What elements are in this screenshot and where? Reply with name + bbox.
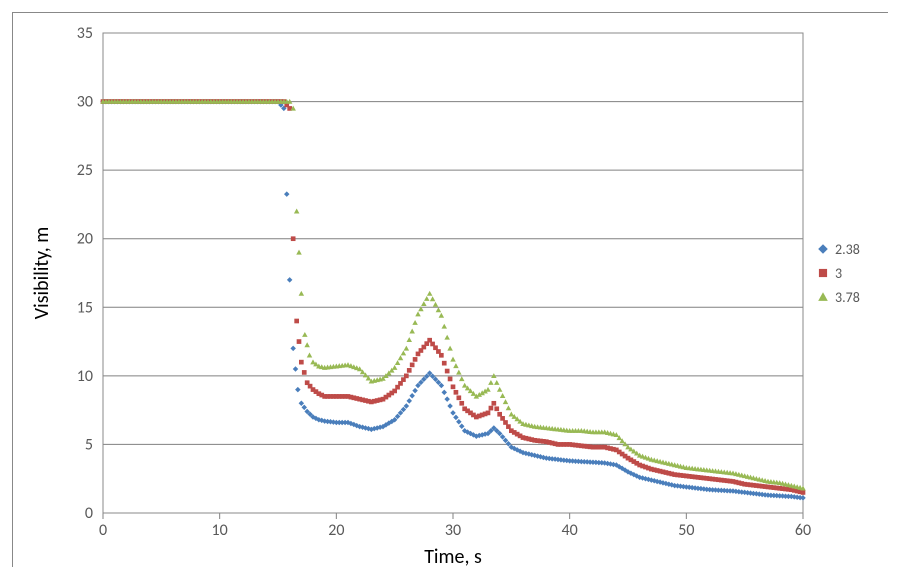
- svg-text:10: 10: [212, 521, 228, 540]
- svg-text:30: 30: [445, 521, 461, 540]
- visibility-chart: 0 5 10 15 20 25 30 35 0 10 20 30 40 50 60 Time, s Visibi…: [13, 13, 889, 568]
- svg-text:25: 25: [77, 161, 93, 180]
- svg-text:20: 20: [328, 521, 344, 540]
- svg-text:60: 60: [795, 521, 811, 540]
- svg-text:40: 40: [562, 521, 578, 540]
- svg-text:15: 15: [77, 298, 93, 317]
- chart-container: 0 5 10 15 20 25 30 35 0 10 20 30 40 50 60 Time, s Visibi…: [12, 12, 888, 567]
- svg-text:Time, s: Time, s: [424, 545, 482, 568]
- svg-text:5: 5: [85, 435, 93, 454]
- svg-text:Visibility, m: Visibility, m: [30, 227, 54, 319]
- svg-text:30: 30: [77, 93, 93, 112]
- svg-text:10: 10: [77, 367, 93, 386]
- svg-text:35: 35: [77, 24, 93, 43]
- svg-text:0: 0: [85, 504, 93, 523]
- svg-text:20: 20: [77, 230, 93, 249]
- legend-label: 3: [835, 265, 842, 282]
- svg-text:0: 0: [99, 521, 107, 540]
- legend-label: 3.78: [835, 289, 860, 306]
- svg-text:50: 50: [678, 521, 694, 540]
- legend-label: 2.38: [835, 241, 860, 258]
